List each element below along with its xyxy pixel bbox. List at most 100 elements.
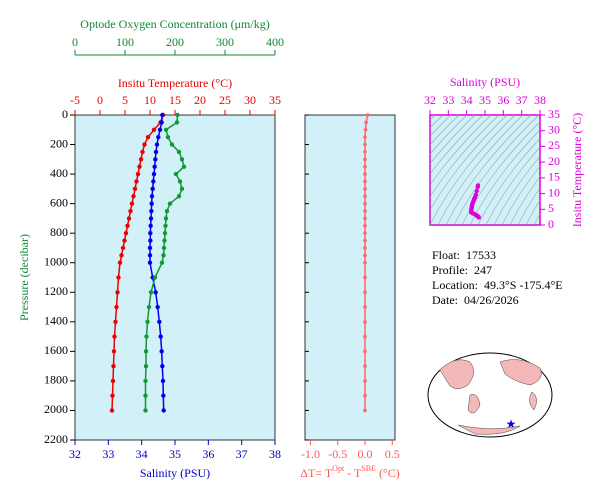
profile-point <box>143 349 149 354</box>
delta-point <box>363 194 367 199</box>
profile-point <box>160 378 166 384</box>
profile-point <box>163 223 168 228</box>
profile-point <box>151 179 156 184</box>
density-contour <box>430 115 500 198</box>
world-map: ★ <box>427 352 553 438</box>
density-contour <box>485 146 540 225</box>
x-axis-title-part: (°C) <box>376 466 400 480</box>
delta-point <box>363 216 367 221</box>
delta-point <box>363 408 367 413</box>
density-contour <box>453 115 540 225</box>
y-axis-title: Insitu Temperature (°C) <box>570 113 584 227</box>
profile-point <box>140 149 145 155</box>
profile-point <box>160 363 165 369</box>
density-contour <box>430 115 492 186</box>
info-label: Profile: <box>432 263 468 277</box>
density-contour <box>501 165 540 225</box>
x-tick-label: 38 <box>269 447 281 461</box>
profile-point <box>175 112 180 118</box>
profile-point <box>146 304 152 310</box>
info-value: 04/26/2026 <box>464 293 519 307</box>
x-tick-label: 37 <box>516 93 528 107</box>
plot-area <box>74 114 276 441</box>
info-label: Float: <box>432 248 460 262</box>
density-contour <box>509 176 540 225</box>
delta-point <box>363 260 367 265</box>
profile-point <box>148 216 154 221</box>
profile-point <box>152 164 157 169</box>
density-contour <box>445 115 532 225</box>
delta-point <box>363 349 367 354</box>
x-tick-label: -0.5 <box>328 447 347 461</box>
profile-point <box>176 194 182 199</box>
profile-point <box>176 149 182 155</box>
profile-point <box>149 194 155 199</box>
density-contour <box>437 115 524 225</box>
x-tick-label: 35 <box>169 447 181 461</box>
x-axis-title: Optode Oxygen Concentration (μm/kg) <box>80 17 269 31</box>
info-value: 49.3°S -175.4°E <box>484 278 563 292</box>
profile-point <box>151 127 157 132</box>
x-tick-label: 0 <box>72 35 78 49</box>
profile-point <box>134 179 139 184</box>
plot-area <box>304 114 396 441</box>
profile-point <box>143 363 149 369</box>
profile-point <box>159 349 164 354</box>
profile-point <box>129 201 135 206</box>
density-contours <box>430 115 540 225</box>
profile-point <box>177 179 183 184</box>
x-tick-label: 0.0 <box>358 447 373 461</box>
profile-point <box>162 238 167 243</box>
x-tick-label: 15 <box>169 93 181 107</box>
y-tick-label: 30 <box>548 122 560 136</box>
delta-point <box>363 290 367 295</box>
info-label: Date: <box>432 293 458 307</box>
y-tick-label: 25 <box>548 138 560 152</box>
density-contour <box>430 115 452 137</box>
profile-point <box>152 275 158 280</box>
delta-point <box>365 113 370 117</box>
profile-point <box>148 290 154 295</box>
y-tick-label: 2200 <box>44 432 68 446</box>
x-tick-label: 37 <box>236 447 248 461</box>
y-tick-label: 0 <box>548 217 554 231</box>
profile-point <box>110 378 116 384</box>
profile-point <box>148 223 153 228</box>
y-tick-label: 800 <box>50 225 68 239</box>
profile-point <box>155 304 160 310</box>
ts-point <box>474 188 479 194</box>
x-tick-label: 30 <box>244 93 256 107</box>
profile-point <box>161 245 167 251</box>
density-contour <box>493 155 540 225</box>
profile-point <box>153 157 158 162</box>
delta-point <box>363 364 367 368</box>
profile-point <box>157 127 163 132</box>
profile-point <box>132 186 138 192</box>
y-tick-label: 15 <box>548 170 560 184</box>
profile-point <box>143 393 148 398</box>
profile-point <box>156 134 161 140</box>
profile-point <box>164 208 170 214</box>
profile-point <box>112 334 117 339</box>
delta-point <box>363 150 367 154</box>
x-axis-title: Salinity (PSU) <box>140 466 210 480</box>
y-tick-label: 600 <box>50 195 68 209</box>
delta-point <box>363 379 367 383</box>
profile-point <box>160 112 165 118</box>
y-tick-label: 1400 <box>44 314 68 328</box>
profile-point <box>148 230 153 236</box>
profile-point <box>120 245 126 251</box>
delta-point <box>364 120 368 125</box>
profile-point <box>116 275 121 280</box>
delta-point <box>363 164 367 169</box>
profile-point <box>158 334 163 339</box>
y-tick-label: 5 <box>548 201 554 215</box>
delta-point <box>363 127 368 132</box>
profile-point <box>122 238 127 243</box>
profile-point <box>128 208 133 214</box>
profile-point <box>150 186 155 192</box>
density-contour <box>430 115 484 175</box>
x-tick-label: 38 <box>534 93 546 107</box>
x-tick-label: 100 <box>116 35 134 49</box>
